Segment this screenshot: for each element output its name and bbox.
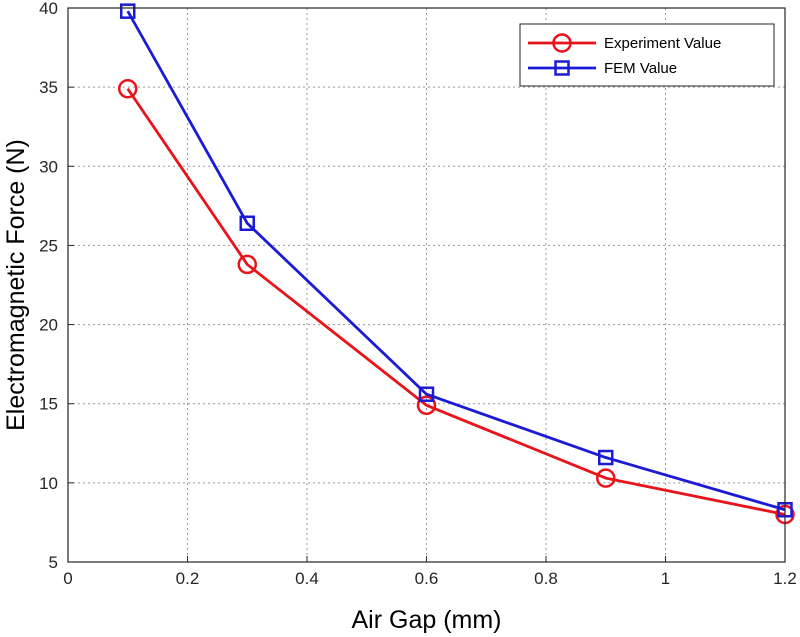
legend-label: FEM Value [604,60,677,77]
legend-entry: Experiment Value [528,33,721,53]
y-tick-label: 10 [39,474,58,493]
y-tick-label: 20 [39,316,58,335]
legend-marker [554,60,570,76]
series-layer [118,3,795,525]
legend: Experiment Value FEM Value [519,23,775,87]
x-tick-label: 0.2 [176,569,200,588]
series-line [126,87,786,516]
data-point [118,78,138,99]
series-fem-value [120,3,793,518]
x-tick-label: 1 [661,569,670,588]
data-point [237,254,257,275]
tick-labels: 0 0.2 0.4 0.6 0.8 1 1.2 5 10 15 20 25 30 35 40 [39,0,797,588]
legend-entry: FEM Value [528,60,677,77]
data-point [418,386,435,402]
y-axis-label: Electromagnetic Force (N) [2,139,30,431]
series-line [126,10,786,512]
data-point [120,3,136,19]
data-point [416,395,437,416]
x-tick-label: 0.4 [295,569,319,588]
x-tick-label: 1.2 [773,569,797,588]
x-tick-label: 0.6 [415,569,439,588]
data-point [596,468,616,488]
y-tick-label: 30 [39,157,58,176]
x-tick-label: 0.8 [534,569,558,588]
y-tick-label: 35 [39,78,58,97]
legend-marker [552,33,572,53]
data-point [239,215,255,232]
y-tick-label: 5 [49,553,58,572]
y-tick-label: 40 [39,0,58,18]
data-point [598,449,614,466]
y-tick-label: 25 [39,236,58,255]
y-tick-label: 15 [39,395,58,414]
series-experiment-value [118,78,795,525]
grid-lines [68,8,785,562]
x-axis-label: Air Gap (mm) [352,606,502,634]
x-tick-label: 0 [63,569,72,588]
legend-label: Experiment Value [604,35,721,52]
